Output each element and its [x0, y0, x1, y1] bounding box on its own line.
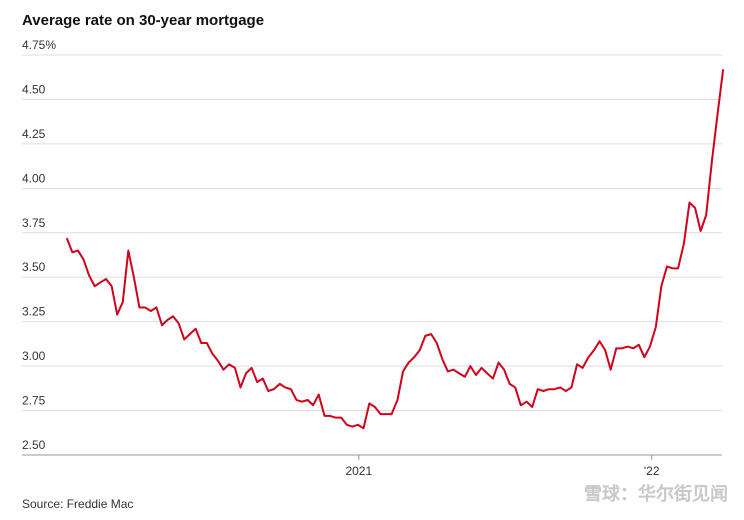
watermark: 雪球：华尔街见闻 — [584, 483, 728, 504]
source: Source: Freddie Mac — [22, 497, 133, 511]
y-tick-label: 4.50 — [22, 82, 46, 96]
line — [65, 69, 725, 430]
chart-title: Average rate on 30-year mortgage — [22, 12, 264, 29]
y-tick-label: 4.00 — [22, 171, 46, 185]
y-tick-label: 3.25 — [22, 305, 46, 319]
y-tick-label: 4.75% — [22, 38, 56, 52]
x-tick-label: 2021 — [345, 464, 372, 478]
y-tick-label: 3.50 — [22, 260, 46, 274]
y-tick-label: 4.25 — [22, 127, 46, 141]
y-tick-label: 2.50 — [22, 438, 46, 452]
y-tick-label: 3.00 — [22, 349, 46, 363]
x-tick-label: '22 — [644, 464, 660, 478]
y-tick-label: 2.75 — [22, 394, 46, 408]
y-tick-label: 3.75 — [22, 216, 46, 230]
